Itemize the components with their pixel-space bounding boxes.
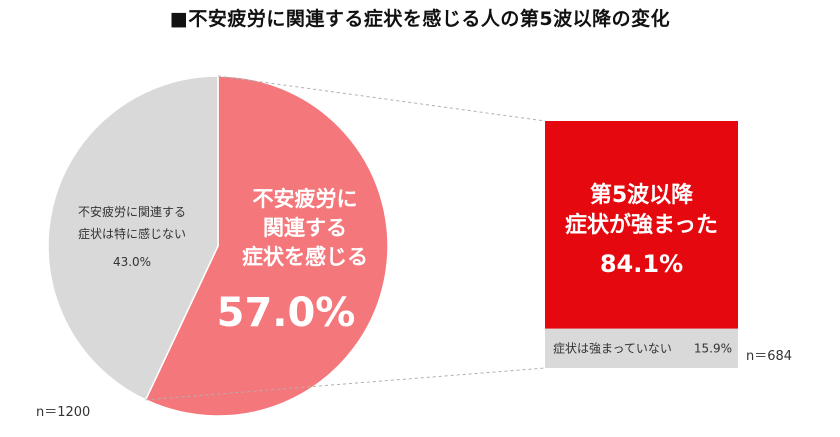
bar-segment-1-name: 症状は強まっていない (553, 340, 672, 355)
pie-slice-0-name-line-0: 不安疲労に (253, 187, 358, 211)
bar-segment-0-value-label: 84.1% (600, 250, 683, 278)
connector-line-bottom (145, 367, 546, 401)
chart-title: ■不安疲労に関連する症状を感じる人の第5波以降の変化 (169, 8, 671, 30)
pie-slice-0-name-line-2: 症状を感じる (242, 245, 368, 269)
connector-line-top (217, 75, 546, 122)
pie-slice-0-name-line-1: 関連する (263, 216, 347, 240)
bar-segment-0 (545, 121, 738, 329)
pie-slice-1-name-line-1: 症状は特に感じない (78, 226, 186, 241)
pie-slice-1-name-line-0: 不安疲労に関連する (78, 204, 186, 219)
bar-segment-0-name-line-0: 第5波以降 (590, 182, 694, 208)
pie-n-label: n＝1200 (36, 405, 90, 420)
pie-slice-0-value-label: 57.0% (217, 290, 356, 336)
pie-slice-0 (144, 75, 389, 417)
bar-segment-0-name-line-1: 症状が強まった (565, 212, 718, 238)
bar-segment-1-value-label: 15.9% (694, 341, 732, 355)
bar-segment-1 (545, 328, 738, 368)
pie-slice-1-value-label: 43.0% (113, 255, 151, 269)
pie-slice-1 (47, 75, 219, 401)
bar-n-label: n＝684 (746, 349, 792, 364)
